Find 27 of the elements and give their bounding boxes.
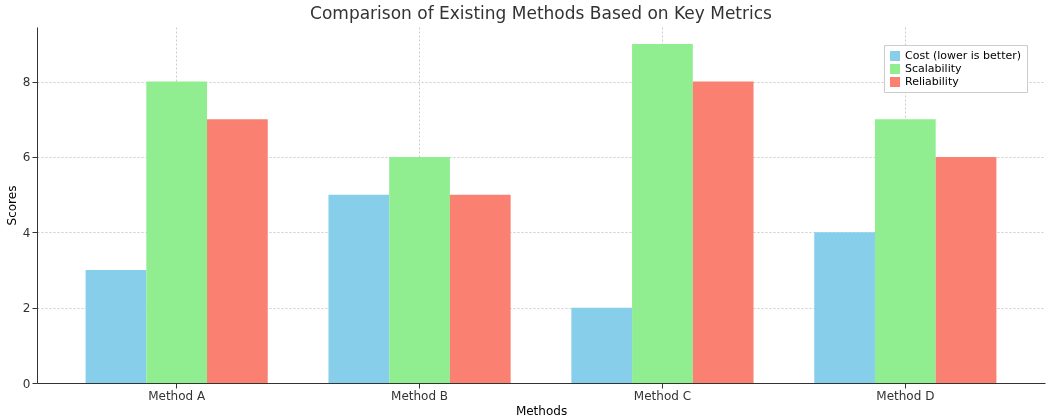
y-tick-label: 4 <box>22 225 31 240</box>
y-tick-label: 2 <box>22 301 31 316</box>
x-tick-label: Method A <box>148 388 206 403</box>
bar <box>874 119 936 383</box>
y-axis-title: Scores <box>4 185 19 226</box>
bar <box>814 232 875 383</box>
bar <box>935 156 997 383</box>
y-tick-label: 0 <box>22 376 31 391</box>
bar <box>85 269 147 383</box>
y-tick-label: 6 <box>22 150 31 165</box>
legend-label: Cost (lower is better) <box>905 49 1022 62</box>
bar <box>389 156 450 383</box>
bar <box>146 81 208 383</box>
x-tick-label: Method B <box>391 388 449 403</box>
x-tick-label: Method C <box>633 388 692 403</box>
bar <box>207 119 268 383</box>
x-tick-label: Method D <box>876 388 935 403</box>
legend-label: Reliability <box>905 75 960 88</box>
bar <box>449 194 511 383</box>
y-tick-label: 8 <box>22 75 31 90</box>
x-axis-title: Methods <box>515 403 568 418</box>
bar <box>571 307 633 383</box>
bar <box>632 43 693 383</box>
bar <box>328 194 390 383</box>
bar <box>692 81 754 383</box>
legend-label: Scalability <box>905 62 963 75</box>
chart-title: Comparison of Existing Methods Based on Key Metrics <box>310 3 773 23</box>
